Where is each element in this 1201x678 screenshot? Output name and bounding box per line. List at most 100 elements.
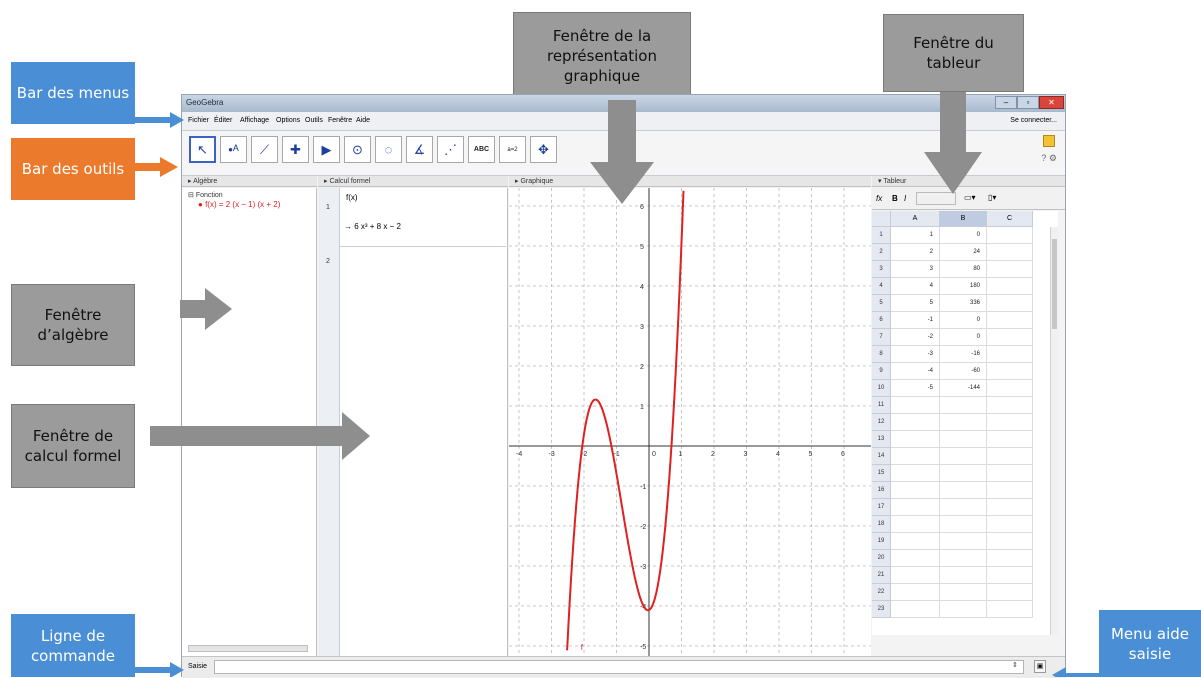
spreadsheet-cell[interactable]: -2 <box>891 329 940 346</box>
spreadsheet-scrollbar[interactable] <box>1050 227 1058 635</box>
spreadsheet-cell[interactable]: 336 <box>940 295 987 312</box>
move-view-icon[interactable]: ✥ <box>530 136 557 163</box>
spreadsheet-cell[interactable] <box>891 584 940 601</box>
row-header[interactable]: 9 <box>872 363 891 380</box>
algebra-function[interactable]: ● f(x) = 2 (x − 1) (x + 2) <box>198 200 281 209</box>
row-header[interactable]: 20 <box>872 550 891 567</box>
spreadsheet-cell[interactable] <box>987 329 1033 346</box>
scrollbar-thumb[interactable] <box>1052 239 1057 329</box>
graphics-view[interactable]: -4 -3 -2 -1 0 1 2 3 4 5 6 6 5 4 3 2 1 -1 -2 -3 -4 -5 f <box>509 188 871 656</box>
spreadsheet-cell[interactable] <box>987 516 1033 533</box>
spreadsheet-cell[interactable] <box>891 465 940 482</box>
spreadsheet-cell[interactable]: 3 <box>891 261 940 278</box>
perpendicular-tool-icon[interactable]: ✚ <box>282 136 309 163</box>
row-header[interactable]: 21 <box>872 567 891 584</box>
undo-icon[interactable] <box>1043 135 1055 147</box>
spreadsheet-cell[interactable] <box>891 567 940 584</box>
function-curve[interactable] <box>566 190 685 651</box>
spreadsheet-cell[interactable]: -144 <box>940 380 987 397</box>
fx-button[interactable]: fx <box>876 194 883 203</box>
circle-tool-icon[interactable]: ⊙ <box>344 136 371 163</box>
spreadsheet-cell[interactable]: 24 <box>940 244 987 261</box>
reflect-tool-icon[interactable]: ⋰ <box>437 136 464 163</box>
spreadsheet-cell[interactable]: 1 <box>891 227 940 244</box>
spreadsheet-cell[interactable] <box>987 431 1033 448</box>
row-header[interactable]: 23 <box>872 601 891 618</box>
row-header[interactable]: 15 <box>872 465 891 482</box>
spreadsheet-cell[interactable] <box>987 295 1033 312</box>
spreadsheet-cell[interactable] <box>987 278 1033 295</box>
minimize-button[interactable]: – <box>995 96 1017 109</box>
spreadsheet-cell[interactable] <box>891 397 940 414</box>
row-header[interactable]: 13 <box>872 431 891 448</box>
row-header[interactable]: 1 <box>872 227 891 244</box>
spreadsheet-cell[interactable] <box>940 448 987 465</box>
spreadsheet-cell[interactable] <box>940 533 987 550</box>
spreadsheet-cell[interactable] <box>987 601 1033 618</box>
spreadsheet-cell[interactable] <box>987 414 1033 431</box>
menu-affichage[interactable]: Affichage <box>240 117 270 124</box>
row-header[interactable]: 16 <box>872 482 891 499</box>
algebra-scrollbar[interactable] <box>188 645 308 652</box>
column-header[interactable]: A <box>891 211 940 227</box>
spreadsheet-cell[interactable]: 0 <box>940 312 987 329</box>
sign-in-link[interactable]: Se connecter... <box>1010 117 1057 124</box>
spreadsheet-cell[interactable]: -16 <box>940 346 987 363</box>
spreadsheet-cell[interactable] <box>940 465 987 482</box>
row-header[interactable]: 5 <box>872 295 891 312</box>
spreadsheet-cell[interactable]: -3 <box>891 346 940 363</box>
spreadsheet-cell[interactable]: 0 <box>940 227 987 244</box>
spreadsheet-cell[interactable] <box>891 550 940 567</box>
spreadsheet-cell[interactable]: 80 <box>940 261 987 278</box>
menu-outils[interactable]: Outils <box>305 117 323 124</box>
polygon-tool-icon[interactable]: ▶ <box>313 136 340 163</box>
spreadsheet-cell[interactable] <box>987 397 1033 414</box>
command-input[interactable] <box>214 660 1024 674</box>
spreadsheet-cell[interactable] <box>940 601 987 618</box>
spreadsheet-cell[interactable] <box>891 533 940 550</box>
spreadsheet-cell[interactable] <box>987 584 1033 601</box>
spreadsheet-cell[interactable] <box>940 414 987 431</box>
menu-options[interactable]: Options <box>276 117 301 124</box>
spreadsheet-cell[interactable] <box>891 431 940 448</box>
menu-editer[interactable]: Éditer <box>214 117 233 124</box>
row-header[interactable]: 14 <box>872 448 891 465</box>
spreadsheet-cell[interactable]: -60 <box>940 363 987 380</box>
close-button[interactable]: ✕ <box>1039 96 1064 109</box>
border-dropdown-icon[interactable]: ▭▾ <box>964 193 976 202</box>
spreadsheet-cell[interactable] <box>940 397 987 414</box>
column-header[interactable]: B <box>940 211 987 227</box>
row-header[interactable]: 19 <box>872 533 891 550</box>
spreadsheet-cell[interactable] <box>940 584 987 601</box>
spreadsheet-cell[interactable] <box>987 380 1033 397</box>
row-header[interactable]: 11 <box>872 397 891 414</box>
spreadsheet-cell[interactable] <box>987 550 1033 567</box>
row-header[interactable]: 2 <box>872 244 891 261</box>
spreadsheet-cell[interactable] <box>987 499 1033 516</box>
spreadsheet-cell[interactable] <box>940 550 987 567</box>
spreadsheet-cell[interactable] <box>891 499 940 516</box>
spreadsheet-cell[interactable]: -1 <box>891 312 940 329</box>
spreadsheet-cell[interactable] <box>987 261 1033 278</box>
row-header[interactable]: 4 <box>872 278 891 295</box>
spreadsheet-cell[interactable] <box>987 448 1033 465</box>
menu-fichier[interactable]: Fichier <box>188 117 210 124</box>
menu-aide[interactable]: Aide <box>356 117 371 124</box>
spreadsheet-cell[interactable] <box>987 363 1033 380</box>
align-buttons[interactable] <box>916 192 956 205</box>
row-header[interactable]: 17 <box>872 499 891 516</box>
input-history-icon[interactable]: ⇕ <box>1012 662 1018 669</box>
spreadsheet-cell[interactable] <box>987 346 1033 363</box>
spreadsheet-cell[interactable] <box>987 533 1033 550</box>
text-tool-icon[interactable]: ABC <box>468 136 495 163</box>
spreadsheet-cell[interactable]: 5 <box>891 295 940 312</box>
row-header[interactable]: 18 <box>872 516 891 533</box>
column-header[interactable]: C <box>987 211 1033 227</box>
spreadsheet-cell[interactable] <box>940 499 987 516</box>
spreadsheet-cell[interactable]: 4 <box>891 278 940 295</box>
bold-button[interactable]: B <box>892 194 898 203</box>
menu-fenetre[interactable]: Fenêtre <box>328 117 353 124</box>
spreadsheet-cell[interactable] <box>891 516 940 533</box>
point-tool-icon[interactable]: •ᴬ <box>220 136 247 163</box>
row-header[interactable]: 8 <box>872 346 891 363</box>
